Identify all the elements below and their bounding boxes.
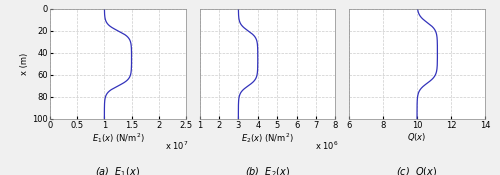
Text: x 10$^7$: x 10$^7$ [165,140,188,152]
Y-axis label: x (m): x (m) [20,53,30,75]
X-axis label: $E_2(x)$ (N/m$^2$): $E_2(x)$ (N/m$^2$) [241,131,294,145]
Text: (a)  $E_1(x)$: (a) $E_1(x)$ [96,165,140,175]
Text: x 10$^6$: x 10$^6$ [314,140,338,152]
Text: (c)  $Q(x)$: (c) $Q(x)$ [396,165,438,175]
Text: (b)  $E_2(x)$: (b) $E_2(x)$ [245,165,290,175]
X-axis label: $Q(x)$: $Q(x)$ [408,131,426,144]
X-axis label: $E_1(x)$ (N/m$^2$): $E_1(x)$ (N/m$^2$) [92,131,144,145]
